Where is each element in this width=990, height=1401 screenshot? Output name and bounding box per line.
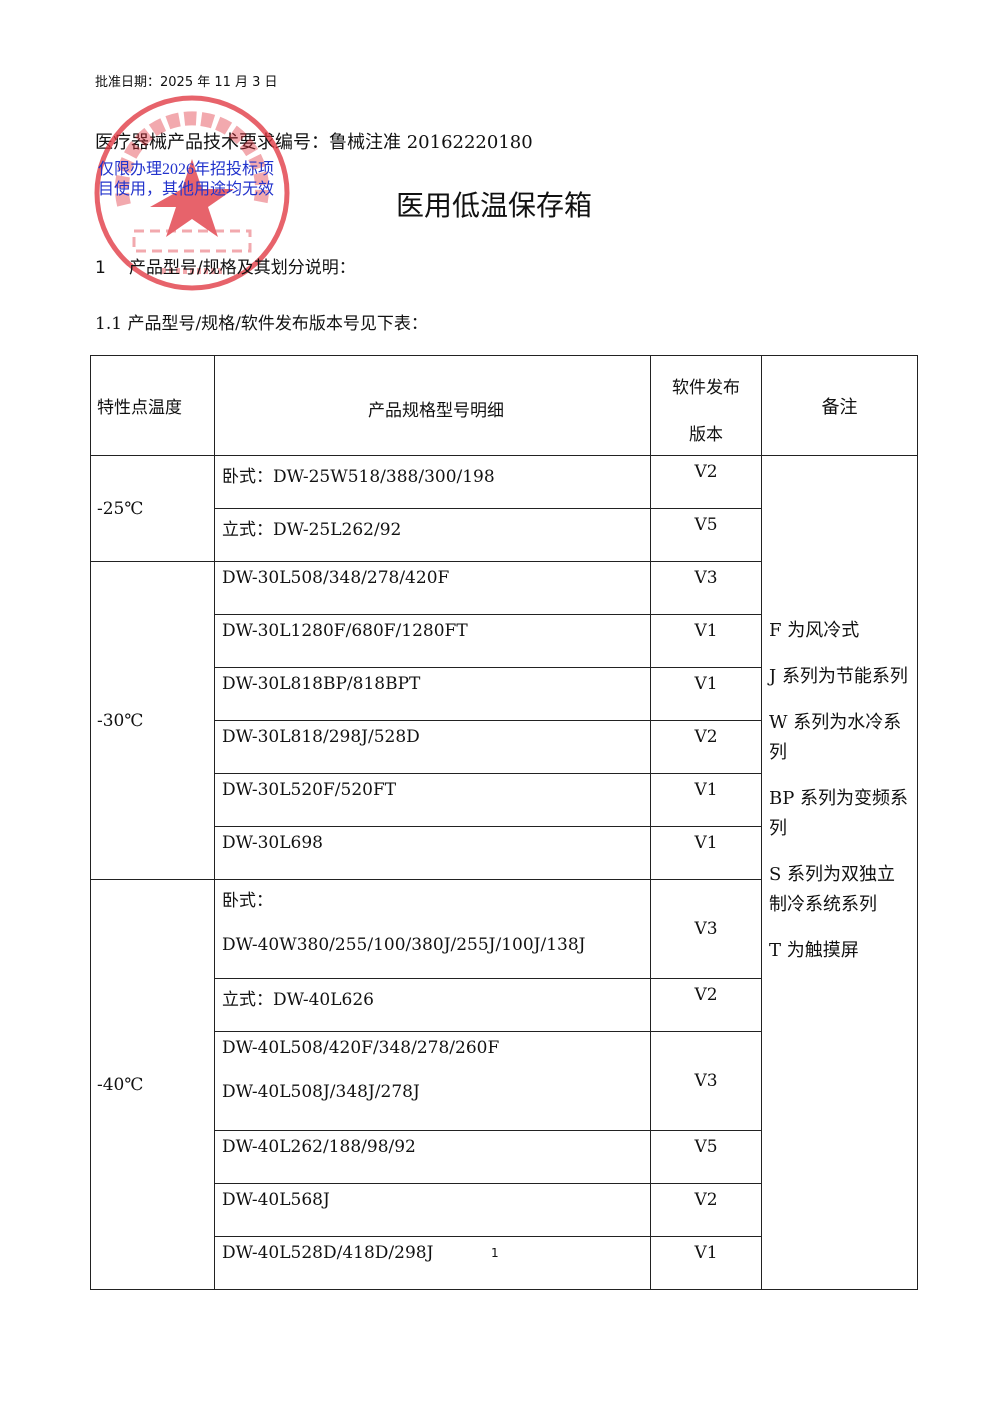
section-1-1-text: 1.1 产品型号/规格/软件发布版本号见下表：	[95, 314, 428, 334]
remark-item: T 为触摸屏	[769, 940, 859, 961]
spec-cell: DW-40L508/420F/348/278/260F DW-40L508J/34…	[214, 1031, 651, 1131]
table-row: DW-30L818BP/818BPT V1	[91, 667, 918, 721]
spec-cell: DW-30L698	[214, 826, 651, 880]
table-header-row: 特性点温度 产品规格型号明细 软件发布版本 备注	[90, 355, 918, 456]
table-row: 立式：DW-25L262/92 V5	[91, 508, 918, 562]
spec-cell: DW-40L568J	[214, 1183, 651, 1237]
remark-item: S 系列为双独立制冷系统系列	[769, 864, 896, 915]
spec-cell: 卧式：DW-25W518/388/300/198	[214, 455, 651, 509]
header-temp: 特性点温度	[90, 355, 215, 456]
spec-cell: DW-30L818/298J/528D	[214, 720, 651, 774]
table-row: DW-30L520F/520FT V1	[91, 773, 918, 827]
spec-cell: 卧式： DW-40W380/255/100/380J/255J/100J/138J	[214, 879, 651, 979]
document-title: 医用低温保存箱	[396, 189, 593, 222]
version-cell: V1	[650, 614, 762, 668]
temp-cell: -40℃	[90, 879, 215, 1290]
spec-cell: DW-30L508/348/278/420F	[214, 561, 651, 615]
remark-cell: F 为风冷式 J 系列为节能系列 W 系列为水冷系列 BP 系列为变频系列 S …	[761, 455, 918, 1290]
remark-item: BP 系列为变频系列	[769, 788, 909, 839]
remark-item: F 为风冷式	[769, 620, 860, 641]
official-stamp	[94, 95, 290, 291]
version-cell: V2	[650, 1183, 762, 1237]
version-cell: V2	[650, 720, 762, 774]
table-row: -30℃ DW-30L508/348/278/420F V3	[90, 561, 918, 880]
version-cell: V2	[650, 978, 762, 1032]
table-row: DW-30L698 V1	[91, 826, 918, 880]
usage-restriction-note: 仅限办理2026年招投标项 目使用，其他用途均无效	[98, 160, 274, 200]
version-cell: V2	[650, 455, 762, 509]
version-cell: V3	[650, 1031, 762, 1131]
version-cell: V1	[650, 826, 762, 880]
header-version-line2: 版本	[689, 424, 723, 445]
spec-cell: DW-40L262/188/98/92	[214, 1130, 651, 1184]
spec-line: DW-40L508/420F/348/278/260F	[222, 1038, 500, 1058]
header-spec: 产品规格型号明细	[214, 355, 651, 456]
section-title: 产品型号/规格及其划分说明：	[129, 258, 356, 278]
stamp-outer-lettering-mark	[115, 111, 269, 207]
requirement-number: 医疗器械产品技术要求编号：鲁械注准 20162220180	[95, 132, 533, 153]
table-row: 立式：DW-40L626 V2	[91, 978, 918, 1032]
spec-cell: 立式：DW-25L262/92	[214, 508, 651, 562]
table-row: DW-30L1280F/680F/1280FT V1	[91, 614, 918, 668]
stamp-ring	[94, 95, 290, 291]
section-number: 1	[95, 258, 106, 278]
header-version: 软件发布 版本	[650, 355, 762, 456]
version-cell: V1	[650, 667, 762, 721]
version-cell: V3	[650, 879, 762, 979]
version-cell: V5	[650, 508, 762, 562]
spec-cell: DW-30L818BP/818BPT	[214, 667, 651, 721]
spec-line: DW-40W380/255/100/380J/255J/100J/138J	[222, 935, 586, 955]
table-row: DW-40L528D/418D/298J V1	[91, 1236, 918, 1290]
spec-cell: 立式：DW-40L626	[214, 978, 651, 1032]
spec-cell: DW-40L528D/418D/298J	[214, 1236, 651, 1290]
stamp-star-icon	[150, 159, 234, 237]
note-line-1: 仅限办理2026年招投标项	[98, 161, 275, 178]
temp-cell: -25℃	[90, 455, 215, 562]
table-row: DW-40L508/420F/348/278/260F DW-40L508J/34…	[91, 1031, 918, 1131]
model-spec-table: 特性点温度 产品规格型号明细 软件发布版本 备注 -25℃ 卧式：DW-25W5…	[90, 355, 918, 1290]
temp-cell: -30℃	[90, 561, 215, 880]
table-row: -25℃ 卧式：DW-25W518/388/300/198 V2 F 为风冷式 …	[90, 455, 918, 1290]
version-cell: V1	[650, 1236, 762, 1290]
stamp-inner-lettering-mark	[132, 229, 252, 253]
header-remark: 备注	[761, 355, 918, 456]
spec-line: DW-40L508J/348J/278J	[222, 1082, 420, 1102]
spec-line: 卧式：	[222, 891, 273, 911]
page-number: 1	[491, 1246, 499, 1260]
section-1-heading: 1 产品型号/规格及其划分说明：	[95, 253, 356, 278]
spec-cell: DW-30L1280F/680F/1280FT	[214, 614, 651, 668]
header-version-line1: 软件发布	[672, 377, 740, 398]
remark-item: W 系列为水冷系列	[769, 712, 902, 763]
version-cell: V3	[650, 561, 762, 615]
remark-item: J 系列为节能系列	[769, 666, 908, 687]
approval-date: 批准日期：2025 年 11 月 3 日	[95, 75, 278, 90]
version-cell: V5	[650, 1130, 762, 1184]
version-cell: V1	[650, 773, 762, 827]
note-line-2: 目使用，其他用途均无效	[98, 181, 275, 198]
spec-cell: DW-30L520F/520FT	[214, 773, 651, 827]
